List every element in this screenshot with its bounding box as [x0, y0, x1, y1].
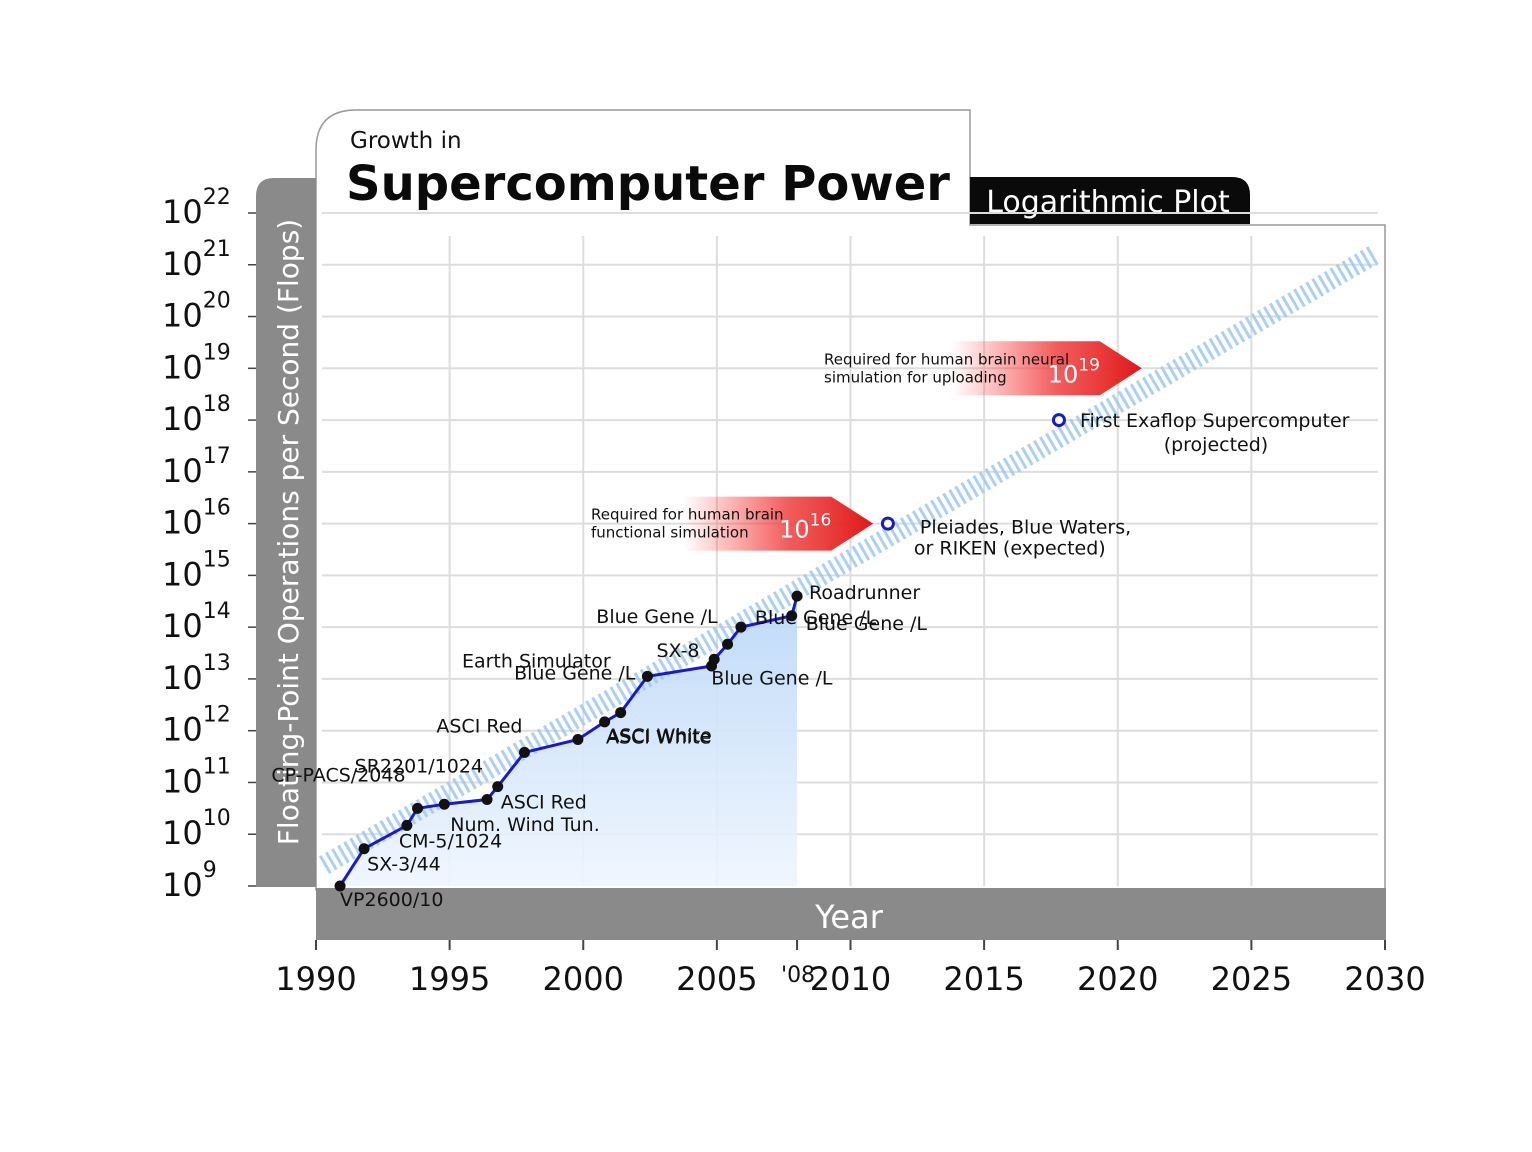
- threshold-caption: functional simulation: [591, 524, 749, 542]
- y-tick-label: 1010: [162, 806, 231, 852]
- area-under-series: [340, 596, 798, 886]
- x-tick-label-extra: '08: [781, 963, 815, 988]
- data-point-label: CP-PACS/2048: [271, 764, 405, 786]
- data-point-label: SR2201/1024: [355, 756, 483, 778]
- x-tick-label: 2020: [1077, 960, 1158, 998]
- chart-title: Supercomputer Power: [346, 156, 950, 212]
- data-point: [438, 798, 450, 810]
- y-tick-label: 109: [162, 858, 217, 904]
- projected-label: First Exaflop Supercomputer: [1080, 410, 1350, 432]
- y-tick-label: 1015: [162, 547, 231, 593]
- threshold-caption: Required for human brain: [591, 506, 784, 524]
- y-tick-label: 1019: [162, 340, 231, 386]
- data-point-label: Blue Gene /L: [806, 613, 928, 635]
- data-point-label: ASCI Red: [436, 715, 522, 737]
- area-fill: [340, 596, 798, 886]
- x-tick-label: 2030: [1344, 960, 1425, 998]
- y-tick-labels: 109 1010 1011 1012 1013 1014 1015 1016 1017 1018 1…: [162, 185, 256, 904]
- data-point-label: Blue Gene /L: [596, 606, 718, 628]
- y-tick-label: 1011: [162, 754, 231, 800]
- threshold-arrow: [683, 496, 874, 551]
- data-point: [412, 802, 424, 814]
- threshold-value: 1016: [779, 511, 831, 544]
- projected-point: [880, 516, 895, 531]
- data-point-label: Blue Gene /L: [514, 662, 636, 684]
- x-tick-label: 2010: [810, 960, 891, 998]
- data-point: [641, 670, 653, 682]
- projected-point: [1051, 413, 1066, 428]
- data-point-label: SX-8: [656, 640, 699, 662]
- x-tick-label: 2015: [943, 960, 1024, 998]
- data-point-label: Blue Gene /L: [755, 607, 877, 629]
- data-point: [791, 590, 803, 602]
- x-axis-label: Year: [814, 898, 884, 936]
- data-point: [518, 746, 530, 758]
- y-tick-label: 1018: [162, 392, 231, 438]
- x-tick-label: 2025: [1211, 960, 1292, 998]
- y-tick-label: 1021: [162, 237, 231, 283]
- data-point: [615, 707, 627, 719]
- x-axis-band: [316, 888, 1386, 940]
- data-point: [786, 610, 798, 622]
- data-point-label: Roadrunner: [809, 582, 920, 604]
- y-tick-label: 1020: [162, 289, 231, 335]
- threshold-caption: simulation for uploading: [824, 368, 1007, 386]
- x-tick-labels: 1990 1995 2000 2005 2010 2015 2020 2025 2030 '08: [275, 940, 1426, 998]
- y-tick-label: 1014: [162, 599, 231, 645]
- log-badge-text: Logarithmic Plot: [986, 185, 1230, 220]
- threshold-value: 1019: [1048, 355, 1100, 388]
- data-point-label: ASCI Red: [501, 792, 587, 814]
- data-point: [599, 716, 611, 728]
- x-tick-label: 1995: [409, 960, 490, 998]
- data-point-label: Earth Simulator: [462, 651, 611, 673]
- data-point: [481, 794, 493, 806]
- threshold-caption: Required for human brain neural: [824, 350, 1069, 368]
- y-tick-label: 1022: [162, 185, 231, 231]
- projected-label: or RIKEN (expected): [914, 538, 1106, 560]
- data-point: [735, 621, 747, 633]
- y-tick-label: 1013: [162, 651, 231, 697]
- data-point: [334, 880, 346, 892]
- y-tick-label: 1012: [162, 703, 231, 749]
- data-point-label: Blue Gene /L: [711, 667, 833, 689]
- y-axis-band: [256, 178, 316, 887]
- chart-pretitle: Growth in: [350, 128, 462, 154]
- data-point: [492, 781, 504, 793]
- x-tick-label: 1990: [275, 960, 356, 998]
- data-point-label: SX-3/44: [367, 854, 441, 876]
- data-point: [722, 638, 734, 650]
- projected-label: (projected): [1164, 434, 1269, 456]
- y-axis-label: Floating-Point Operations per Second (Fl…: [272, 219, 305, 845]
- data-point-label: Num. Wind Tun.: [450, 814, 599, 836]
- y-tick-label: 1017: [162, 444, 231, 490]
- threshold-arrow: [951, 341, 1142, 396]
- x-tick-label: 2005: [676, 960, 757, 998]
- data-point: [572, 733, 584, 745]
- data-point: [358, 843, 370, 855]
- projected-label: Pleiades, Blue Waters,: [920, 517, 1131, 539]
- projected-points: Pleiades, Blue Waters,or RIKEN (expected…: [880, 410, 1350, 560]
- data-point-label: ASCI White: [606, 726, 711, 748]
- data-point-label: CM-5/1024: [399, 830, 502, 852]
- data-point: [401, 819, 413, 831]
- data-point-label: VP2600/10: [340, 889, 443, 911]
- x-tick-label: 2000: [543, 960, 624, 998]
- data-point: [708, 653, 720, 665]
- data-point-label: ASCI White: [607, 725, 712, 747]
- y-tick-label: 1016: [162, 496, 231, 542]
